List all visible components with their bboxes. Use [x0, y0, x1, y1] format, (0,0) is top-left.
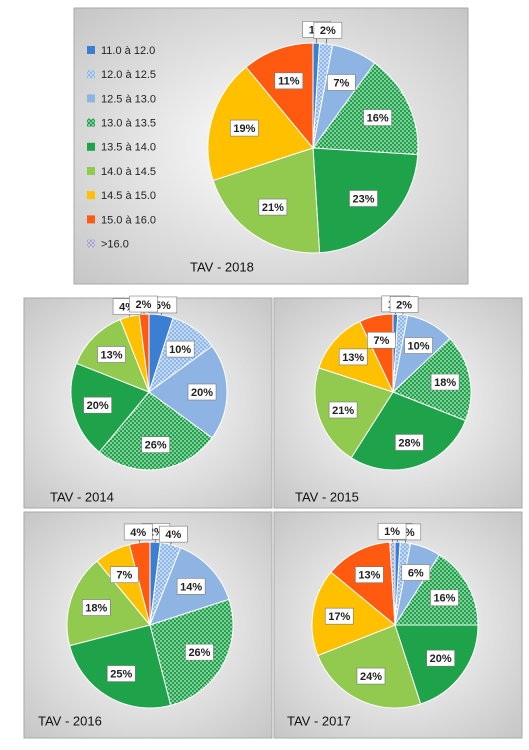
data-label: 21%: [332, 405, 354, 417]
data-label: 2%: [320, 25, 336, 37]
legend-label: 15.0 à 16.0: [101, 214, 156, 226]
data-label: 7%: [373, 335, 389, 347]
legend-label: 14.0 à 14.5: [101, 166, 156, 178]
data-label: 18%: [434, 377, 456, 389]
data-label: 2%: [136, 299, 152, 311]
data-label: 21%: [262, 202, 284, 214]
data-label: 10%: [169, 344, 191, 356]
legend-swatch: [87, 119, 95, 127]
data-label: 20%: [87, 400, 109, 412]
data-label: 19%: [233, 123, 255, 135]
legend-swatch: [87, 215, 95, 223]
legend-label: 12.5 à 13.0: [101, 93, 156, 105]
data-label: 7%: [333, 77, 349, 89]
data-label: 4%: [165, 529, 181, 541]
data-label: 28%: [398, 437, 420, 449]
legend-swatch: [87, 46, 95, 54]
data-label: 26%: [188, 647, 210, 659]
data-label: 2%: [396, 299, 412, 311]
data-label: 1%: [384, 526, 400, 538]
chart-title: TAV - 2017: [287, 713, 351, 728]
chart-title: TAV - 2016: [38, 713, 102, 728]
data-label: 13%: [342, 352, 364, 364]
data-label: 26%: [145, 440, 167, 452]
chart-title: TAV - 2018: [190, 259, 254, 274]
data-label: 16%: [367, 113, 389, 125]
data-label: 17%: [328, 611, 350, 623]
legend-label: 11.0 à 12.0: [101, 45, 155, 57]
data-label: 13%: [100, 349, 122, 361]
legend-swatch: [87, 70, 95, 78]
data-label: 6%: [408, 567, 424, 579]
legend-swatch: [87, 143, 95, 151]
data-label: 20%: [430, 653, 452, 665]
data-label: 14%: [180, 581, 202, 593]
legend-swatch: [87, 94, 95, 102]
chart-title: TAV - 2015: [295, 489, 359, 504]
legend-label: >16.0: [101, 239, 129, 251]
data-label: 20%: [191, 387, 213, 399]
data-label: 4%: [130, 527, 146, 539]
chart-title: TAV - 2014: [50, 489, 114, 504]
legend-label: 12.0 à 12.5: [101, 69, 156, 81]
data-label: 11%: [278, 76, 300, 88]
data-label: 25%: [110, 668, 132, 680]
data-label: 7%: [116, 570, 132, 582]
data-label: 13%: [358, 570, 380, 582]
legend-swatch: [87, 191, 95, 199]
data-label: 24%: [360, 671, 382, 683]
data-label: 23%: [352, 193, 374, 205]
data-label: 18%: [85, 602, 107, 614]
legend-label: 13.0 à 13.5: [101, 118, 156, 130]
data-label: 10%: [408, 340, 430, 352]
legend-label: 13.5 à 14.0: [101, 142, 156, 154]
data-label: 16%: [433, 593, 455, 605]
legend-label: 14.5 à 15.0: [101, 190, 156, 202]
legend-swatch: [87, 167, 95, 175]
legend-swatch: [87, 240, 95, 248]
